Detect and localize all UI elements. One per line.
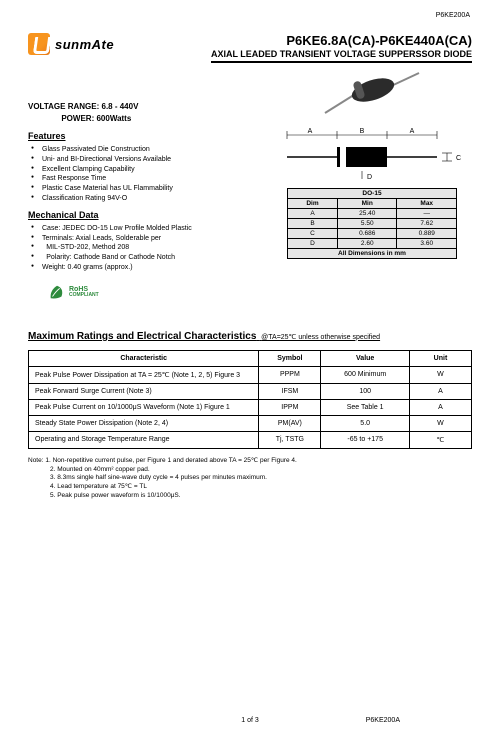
char-td: W <box>409 415 471 431</box>
features-list: Glass Passivated Die Construction Uni- a… <box>28 145 252 204</box>
mechdata-heading: Mechanical Data <box>28 210 252 220</box>
rohs-text2: COMPLIANT <box>69 293 99 298</box>
header-part-code: P6KE200A <box>436 12 470 19</box>
list-item: Weight: 0.40 grams (approx.) <box>28 263 252 273</box>
voltage-power-spec: VOLTAGE RANGE: 6.8 - 440V POWER: 600Watt… <box>28 101 252 125</box>
svg-text:A: A <box>308 128 313 135</box>
dim-td: 25.40 <box>338 209 397 219</box>
right-column: A B A C D DO-15 Dim Min Max A25.40— B5.5… <box>272 63 472 301</box>
char-td: Operating and Storage Temperature Range <box>29 431 259 448</box>
max-ratings-heading: Maximum Ratings and Electrical Character… <box>28 331 472 342</box>
note-item: 3. 8.3ms single half sine-wave duty cycl… <box>28 474 472 483</box>
list-item: ●Polarity: Cathode Band or Cathode Notch <box>28 253 252 263</box>
dim-td: 0.686 <box>338 229 397 239</box>
char-td: ℃ <box>409 431 471 448</box>
dim-td: A <box>288 209 338 219</box>
list-item: Excellent Clamping Capability <box>28 165 252 175</box>
list-item: Classification Rating 94V-O <box>28 194 252 204</box>
dim-td: C <box>288 229 338 239</box>
char-td: Tj, TSTG <box>259 431 321 448</box>
list-item: Plastic Case Material has UL Flammabilit… <box>28 184 252 194</box>
dim-td: B <box>288 219 338 229</box>
voltage-value: 6.8 - 440V <box>102 102 139 111</box>
footer-part-code: P6KE200A <box>366 717 400 724</box>
dimension-drawing: A B A C D <box>282 127 462 182</box>
dim-td: D <box>288 239 338 249</box>
char-td: Peak Forward Surge Current (Note 3) <box>29 383 259 399</box>
voltage-label: VOLTAGE RANGE: <box>28 102 99 111</box>
dim-td: 2.60 <box>338 239 397 249</box>
sub-title: AXIAL LEADED TRANSIENT VOLTAGE SUPPERSSO… <box>211 49 472 63</box>
header-row: sunmAte P6KE6.8A(CA)-P6KE440A(CA) AXIAL … <box>28 33 472 63</box>
dim-td: 0.889 <box>397 229 457 239</box>
dim-table-footer: All Dimensions in mm <box>288 249 457 259</box>
list-item: Glass Passivated Die Construction <box>28 145 252 155</box>
char-td: PPPM <box>259 366 321 383</box>
char-th: Value <box>321 350 410 366</box>
dim-th: Min <box>338 199 397 209</box>
left-column: VOLTAGE RANGE: 6.8 - 440V POWER: 600Watt… <box>28 63 252 301</box>
list-item: Case: JEDEC DO-15 Low Profile Molded Pla… <box>28 224 252 234</box>
char-td: IFSM <box>259 383 321 399</box>
dim-th: Dim <box>288 199 338 209</box>
note-item: 1. Non-repetitive current pulse, per Fig… <box>45 457 297 464</box>
main-title: P6KE6.8A(CA)-P6KE440A(CA) <box>211 33 472 48</box>
logo-text: sunmAte <box>55 37 114 52</box>
char-td: Peak Pulse Current on 10/1000μS Waveform… <box>29 399 259 415</box>
title-block: P6KE6.8A(CA)-P6KE440A(CA) AXIAL LEADED T… <box>211 33 472 63</box>
dim-table-title: DO-15 <box>288 189 457 199</box>
char-th: Unit <box>409 350 471 366</box>
note-item: 5. Peak pulse power waveform is 10/1000μ… <box>28 492 472 501</box>
diode-3d-icon <box>317 71 427 121</box>
char-td: PM(AV) <box>259 415 321 431</box>
logo: sunmAte <box>28 33 114 55</box>
list-item: Uni- and BI-Directional Versions Availab… <box>28 155 252 165</box>
char-td: Steady State Power Dissipation (Note 2, … <box>29 415 259 431</box>
dimension-table: DO-15 Dim Min Max A25.40— B5.507.62 C0.6… <box>287 188 457 259</box>
characteristics-table: Characteristic Symbol Value Unit Peak Pu… <box>28 350 472 449</box>
note-label: Note: <box>28 457 44 464</box>
char-td: 100 <box>321 383 410 399</box>
char-td: 5.0 <box>321 415 410 431</box>
dim-td: 3.60 <box>397 239 457 249</box>
list-item: Fast Response Time <box>28 174 252 184</box>
notes-block: Note: 1. Non-repetitive current pulse, p… <box>28 457 472 501</box>
dim-td: 5.50 <box>338 219 397 229</box>
power-value: 600Watts <box>96 114 131 123</box>
svg-text:A: A <box>410 128 415 135</box>
note-item: 2. Mounted on 40mm² copper pad. <box>28 466 472 475</box>
mechdata-list: Case: JEDEC DO-15 Low Profile Molded Pla… <box>28 224 252 273</box>
svg-text:C: C <box>456 155 461 162</box>
features-heading: Features <box>28 131 252 141</box>
char-td: A <box>409 399 471 415</box>
char-td: A <box>409 383 471 399</box>
logo-s-icon <box>28 33 50 55</box>
dim-th: Max <box>397 199 457 209</box>
svg-text:B: B <box>360 128 365 135</box>
char-td: See Table 1 <box>321 399 410 415</box>
char-td: W <box>409 366 471 383</box>
char-td: IPPM <box>259 399 321 415</box>
dim-td: — <box>397 209 457 219</box>
char-td: 600 Minimum <box>321 366 410 383</box>
svg-text:D: D <box>367 174 372 181</box>
dim-td: 7.62 <box>397 219 457 229</box>
char-td: -65 to +175 <box>321 431 410 448</box>
list-item: ●MIL-STD-202, Method 208 <box>28 243 252 253</box>
rohs-leaf-icon <box>48 283 66 301</box>
list-item: Terminals: Axial Leads, Solderable per <box>28 234 252 244</box>
power-label: POWER: <box>61 114 94 123</box>
char-td: Peak Pulse Power Dissipation at TA = 25℃… <box>29 366 259 383</box>
page-number: 1 of 3 <box>0 717 500 724</box>
char-th: Symbol <box>259 350 321 366</box>
note-item: 4. Lead temperature at 75℃ = TL <box>28 483 472 492</box>
rohs-badge: RoHS COMPLIANT <box>48 283 252 301</box>
char-th: Characteristic <box>29 350 259 366</box>
